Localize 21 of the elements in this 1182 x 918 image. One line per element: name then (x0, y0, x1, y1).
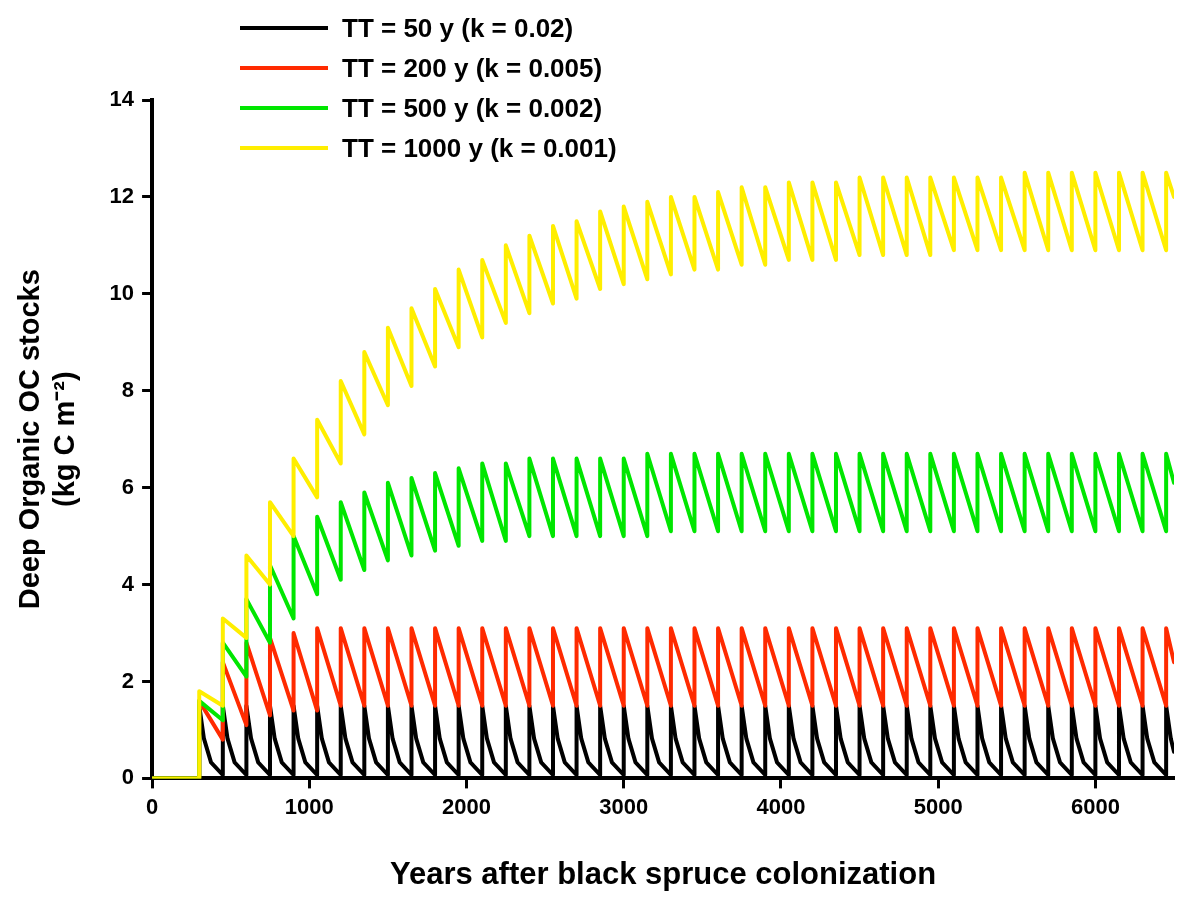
y-tick-label: 4 (121, 570, 135, 596)
y-tick-label: 2 (121, 667, 135, 693)
x-tick-label: 0 (145, 793, 159, 819)
legend-label: TT = 200 y (k = 0.005) (342, 52, 603, 84)
x-tick-label: 3000 (599, 793, 649, 819)
y-axis-title: Deep Organic OC stocks (kg C m⁻²) (13, 269, 81, 610)
y-tick-label: 0 (121, 764, 135, 790)
x-tick-label: 1000 (284, 793, 334, 819)
legend-label: TT = 500 y (k = 0.002) (342, 92, 603, 124)
x-axis-title: Years after black spruce colonization (389, 855, 937, 891)
y-tick-label: 8 (121, 376, 135, 402)
y-tick-label: 12 (109, 182, 135, 208)
y-tick-label: 14 (109, 86, 135, 112)
x-tick-label: 2000 (442, 793, 491, 819)
y-tick-label: 10 (109, 279, 135, 305)
x-tick-label: 5000 (913, 793, 963, 819)
legend-label: TT = 1000 y (k = 0.001) (342, 132, 617, 164)
x-tick-label: 4000 (756, 793, 806, 819)
y-tick-label: 6 (121, 473, 135, 499)
legend-label: TT = 50 y (k = 0.02) (342, 12, 574, 44)
x-tick-label: 6000 (1070, 793, 1120, 819)
